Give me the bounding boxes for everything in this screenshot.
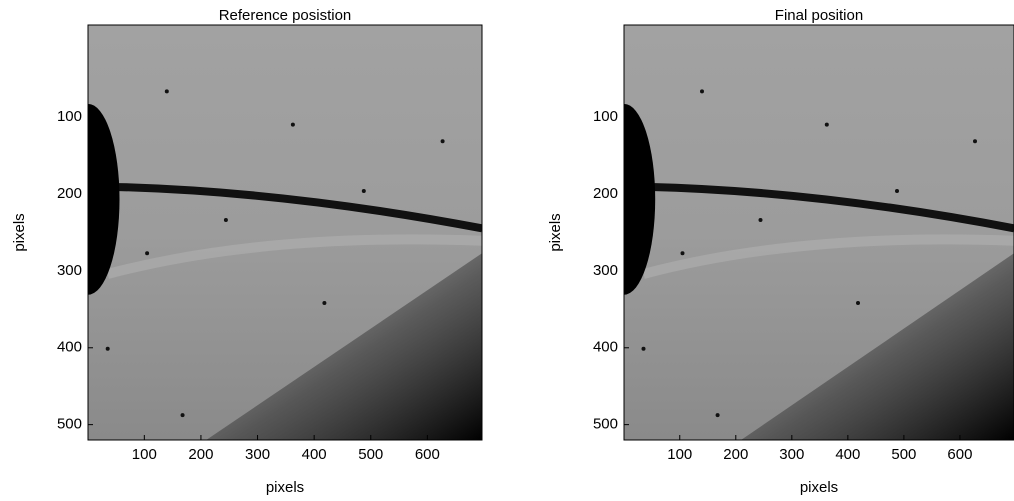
speck bbox=[322, 301, 327, 306]
speck bbox=[440, 139, 445, 144]
speck bbox=[856, 301, 860, 306]
faint-band bbox=[106, 234, 482, 279]
x-tick-label: 300 bbox=[779, 446, 804, 463]
y-tick-label: 400 bbox=[57, 339, 82, 356]
object bbox=[624, 103, 656, 295]
y-tick-label: 300 bbox=[57, 262, 82, 279]
speck bbox=[105, 346, 110, 351]
speck bbox=[758, 218, 763, 223]
y-tick-label: 400 bbox=[593, 339, 618, 356]
speck bbox=[680, 251, 685, 256]
axes-box bbox=[623, 24, 1014, 441]
chart-title: Reference posistion bbox=[219, 7, 352, 24]
dark-region bbox=[206, 253, 482, 440]
x-tick-label: 400 bbox=[835, 446, 860, 463]
speck bbox=[824, 122, 829, 127]
y-tick-label: 200 bbox=[57, 185, 82, 202]
speck bbox=[290, 122, 295, 127]
speck bbox=[973, 139, 977, 144]
y-tick-label: 100 bbox=[57, 108, 82, 125]
speck bbox=[145, 251, 150, 256]
y-tick-label: 500 bbox=[593, 416, 618, 433]
speck bbox=[700, 89, 704, 94]
x-tick-label: 600 bbox=[947, 446, 972, 463]
speck bbox=[361, 189, 366, 193]
y-axis-label: pixels bbox=[547, 213, 564, 251]
x-tick-label: 600 bbox=[415, 446, 440, 463]
speck bbox=[223, 218, 228, 223]
speck bbox=[641, 346, 646, 351]
speck bbox=[895, 189, 899, 193]
axes-box bbox=[87, 24, 483, 441]
faint-band bbox=[642, 234, 1014, 279]
x-tick-label: 200 bbox=[188, 446, 213, 463]
x-tick-label: 400 bbox=[302, 446, 327, 463]
y-axis-label: pixels bbox=[11, 213, 28, 251]
x-tick-label: 500 bbox=[891, 446, 916, 463]
speck bbox=[180, 413, 185, 418]
y-tick-label: 100 bbox=[593, 108, 618, 125]
dark-region bbox=[741, 253, 1014, 440]
x-tick-label: 200 bbox=[723, 446, 748, 463]
x-tick-label: 500 bbox=[358, 446, 383, 463]
x-tick-label: 100 bbox=[667, 446, 692, 463]
y-tick-label: 300 bbox=[593, 262, 618, 279]
image-panel: 100 200 300 400 500 600 100 200 300 400 500 Referen… bbox=[11, 7, 483, 496]
streak bbox=[111, 182, 482, 233]
image-panel: 100 200 300 400 500 600 100 200 300 400 500 Final p… bbox=[547, 7, 1014, 496]
x-tick-label: 300 bbox=[245, 446, 270, 463]
x-tick-label: 100 bbox=[132, 446, 157, 463]
image bbox=[88, 25, 482, 440]
chart-title: Final position bbox=[775, 7, 863, 24]
speck bbox=[164, 89, 169, 94]
image bbox=[624, 25, 1014, 440]
object bbox=[88, 103, 120, 295]
x-axis-label: pixels bbox=[266, 479, 304, 496]
y-tick-label: 200 bbox=[593, 185, 618, 202]
speck bbox=[715, 413, 720, 418]
streak bbox=[647, 182, 1014, 233]
x-axis-label: pixels bbox=[800, 479, 838, 496]
y-tick-label: 500 bbox=[57, 416, 82, 433]
